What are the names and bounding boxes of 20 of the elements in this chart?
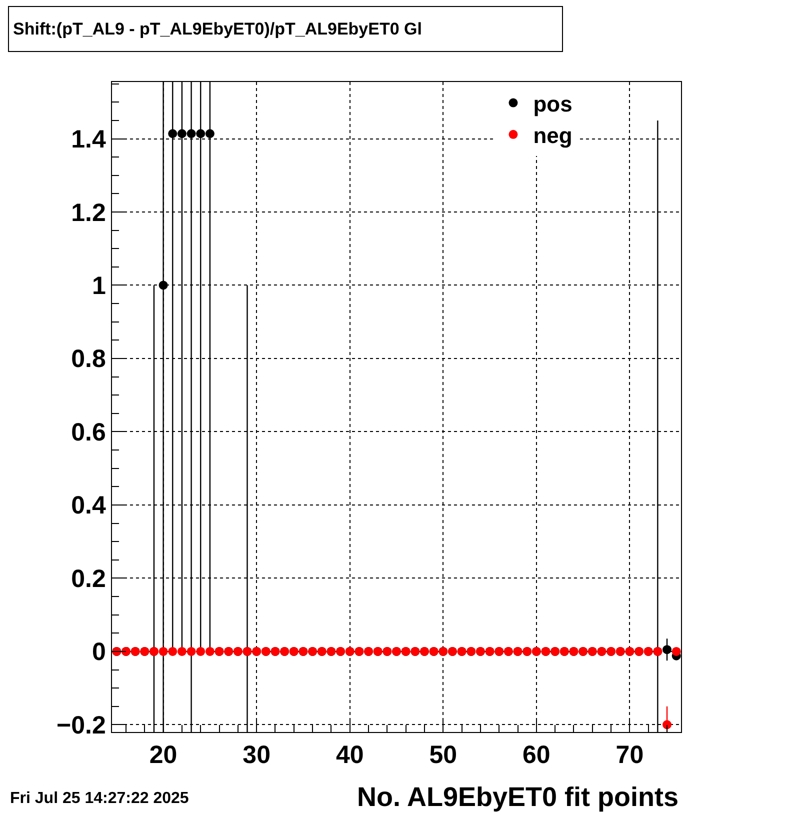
y-tick-label: 1.2 — [71, 198, 106, 227]
x-tick-label: 30 — [242, 741, 270, 770]
y-tick-label: 0.4 — [71, 492, 106, 520]
y-tick-label: 1.4 — [71, 126, 106, 154]
x-tick-label: 50 — [429, 741, 458, 770]
y-tick-label: 0.2 — [71, 564, 106, 593]
x-axis-title: No. AL9EbyET0 fit points — [357, 782, 679, 812]
y-tick-label: 0.6 — [71, 418, 106, 446]
text: Fri Jul 25 14:27:22 2025 — [10, 790, 189, 807]
x-tick-label: 70 — [616, 741, 644, 770]
y-tick-label: 1 — [92, 272, 106, 300]
legend-label: neg — [533, 122, 572, 148]
x-tick-label: 40 — [336, 741, 364, 770]
x-tick-label: 60 — [522, 741, 550, 770]
y-tick-label: 0.8 — [71, 345, 106, 374]
x-tick-label: 20 — [149, 741, 178, 770]
chart-title: Shift:(pT_AL9 - pT_AL9EbyET0)/pT_AL9EbyET0 Gl — [13, 20, 422, 38]
y-tick-label: 0 — [92, 638, 106, 666]
legend-label: pos — [533, 91, 572, 116]
y-tick-label: −0.2 — [56, 711, 106, 740]
